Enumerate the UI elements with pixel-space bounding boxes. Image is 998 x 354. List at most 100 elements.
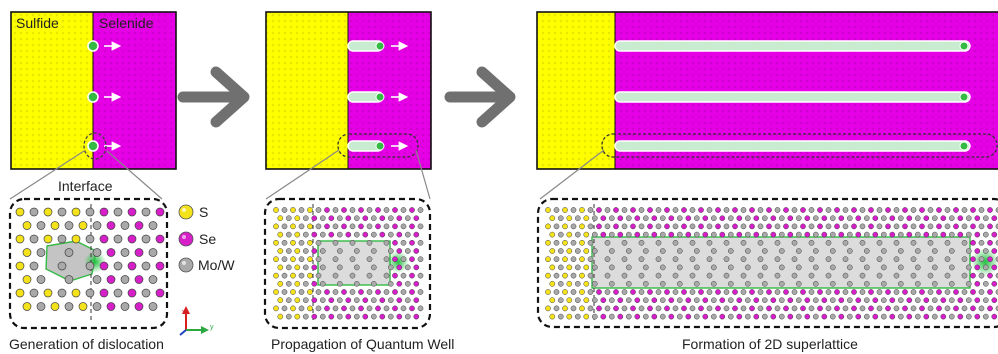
atom: [817, 223, 823, 230]
atom: [808, 256, 815, 263]
atom: [685, 297, 692, 304]
atom: [583, 280, 590, 287]
atom: [336, 264, 343, 271]
atom: [659, 248, 666, 254]
atom: [336, 231, 343, 238]
atom: [940, 231, 947, 238]
atom: [846, 248, 853, 254]
atom: [290, 305, 296, 312]
atom: [562, 256, 568, 263]
atom: [613, 223, 619, 230]
atom: [387, 248, 394, 254]
superlattice-highlight: [601, 133, 998, 158]
atom: [383, 272, 390, 279]
atom: [812, 248, 819, 254]
atom: [706, 289, 713, 295]
atom: [141, 288, 151, 298]
atom: [863, 231, 870, 238]
atom: [549, 297, 556, 304]
atom: [961, 289, 968, 295]
atom: [277, 264, 284, 271]
atom: [336, 215, 343, 222]
atom: [362, 313, 369, 320]
atom: [766, 289, 772, 295]
atom: [545, 272, 551, 279]
atom: [834, 289, 840, 295]
atom: [676, 297, 683, 304]
atom: [859, 289, 866, 295]
atom: [587, 256, 594, 263]
atom: [277, 215, 284, 222]
atom: [625, 264, 632, 271]
atom: [876, 305, 883, 312]
atom: [285, 280, 292, 287]
atom: [549, 231, 556, 238]
atom: [604, 272, 611, 279]
atom: [727, 280, 734, 287]
atom: [987, 207, 993, 213]
atom: [553, 305, 560, 312]
atom: [706, 223, 713, 230]
atom: [723, 272, 730, 279]
atom: [545, 305, 551, 312]
atom: [800, 223, 806, 230]
atom: [774, 289, 781, 295]
atom: [655, 289, 662, 295]
atom: [889, 313, 896, 320]
atom: [961, 305, 968, 312]
atom: [392, 305, 398, 312]
atom: [366, 272, 373, 279]
atom: [562, 305, 568, 312]
atom: [808, 239, 815, 246]
atom: [902, 305, 908, 312]
atom: [36, 221, 46, 230]
atom: [974, 231, 981, 238]
atom: [970, 256, 976, 263]
atom: [294, 215, 301, 222]
atom: [808, 223, 815, 230]
atom: [944, 239, 951, 246]
atom: [948, 280, 955, 287]
atom: [281, 239, 288, 246]
atom: [562, 272, 568, 279]
atom: [583, 215, 590, 222]
atom: [553, 239, 560, 246]
atom: [978, 223, 985, 230]
atom: [370, 297, 377, 304]
atom: [812, 297, 819, 304]
atom: [664, 289, 670, 295]
atom: [664, 207, 670, 213]
atom: [838, 313, 845, 320]
atom: [281, 305, 288, 312]
atom: [727, 215, 734, 222]
atom: [961, 239, 968, 246]
atom: [838, 215, 845, 222]
atom: [92, 302, 102, 311]
atom: [553, 256, 560, 263]
atom: [99, 261, 109, 271]
atom: [787, 297, 794, 304]
atom: [315, 239, 322, 246]
atom: [596, 289, 602, 295]
atom: [22, 248, 32, 257]
atom: [910, 223, 917, 230]
atom: [927, 223, 934, 230]
panel-2-heterostructure: [263, 11, 432, 330]
atom: [659, 313, 666, 320]
atom: [315, 305, 322, 312]
atom: [855, 215, 862, 222]
atom: [404, 231, 411, 238]
atom: [155, 261, 165, 271]
atom: [893, 223, 900, 230]
atom: [409, 207, 415, 213]
atom: [298, 256, 305, 263]
atom: [804, 313, 811, 320]
atom: [859, 207, 866, 213]
atom: [689, 256, 696, 263]
atom: [812, 280, 819, 287]
atom: [583, 231, 590, 238]
atom: [693, 264, 700, 271]
atom: [719, 313, 726, 320]
atom-legend: S Se Mo/W: [178, 204, 235, 273]
atom: [141, 234, 151, 244]
